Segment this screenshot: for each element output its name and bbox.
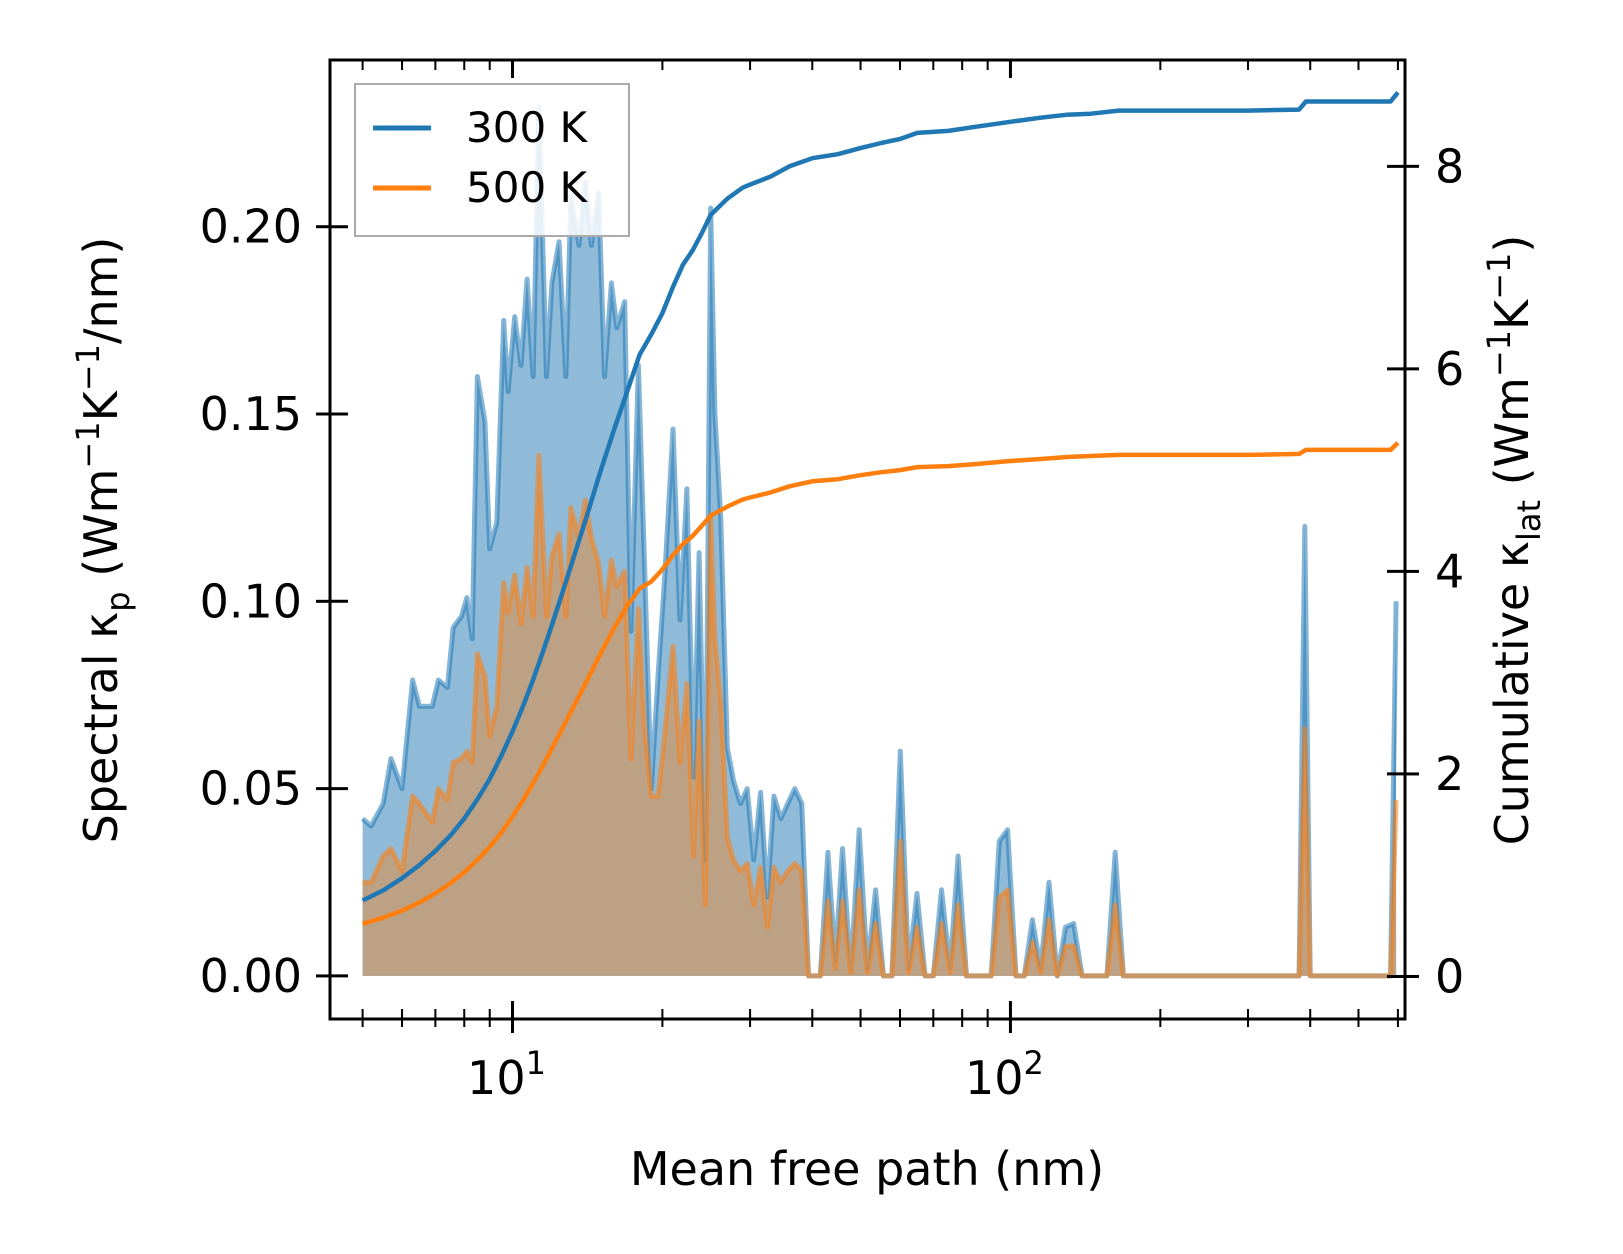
legend-box <box>354 83 630 237</box>
cumulative-line-500k <box>361 441 1400 926</box>
right-tick-label: 0 <box>1435 949 1464 1003</box>
left-tick-label: 0.15 <box>200 387 302 441</box>
legend-label-500k: 500 K <box>466 163 589 212</box>
right-tick-label: 4 <box>1435 544 1464 598</box>
left-tick-label: 0.20 <box>200 200 302 254</box>
plot-frame <box>328 58 1407 1021</box>
legend: 300 K 500 K <box>354 83 630 237</box>
left-tick-label: 0.05 <box>200 762 302 816</box>
spectral-area-500k <box>362 455 1397 976</box>
x-axis-label: Mean free path (nm) <box>630 1142 1104 1196</box>
right-tick-label: 8 <box>1435 139 1464 193</box>
right-axis-label: Cumulative κlat (Wm−1K−1) <box>1480 235 1548 846</box>
spectral-edge-500k <box>362 452 1399 979</box>
tick-layer: 0.00 0.05 0.10 0.15 0.20 0 2 4 6 8 101 102 <box>200 60 1464 1105</box>
left-tick-label: 0.10 <box>200 574 302 628</box>
right-tick-label: 6 <box>1435 342 1464 396</box>
x-tick-label: 101 <box>467 1044 546 1105</box>
cumulative-line-300k <box>361 90 1400 903</box>
left-axis-label: Spectral κp (Wm−1K−1/nm) <box>69 237 137 844</box>
legend-label-300k: 300 K <box>466 103 589 152</box>
left-tick-label: 0.00 <box>200 949 302 1003</box>
spectral-fill-layer <box>360 104 1399 979</box>
right-tick-label: 2 <box>1435 747 1464 801</box>
x-tick-label: 102 <box>965 1044 1044 1105</box>
cumulative-line-layer <box>361 90 1400 926</box>
